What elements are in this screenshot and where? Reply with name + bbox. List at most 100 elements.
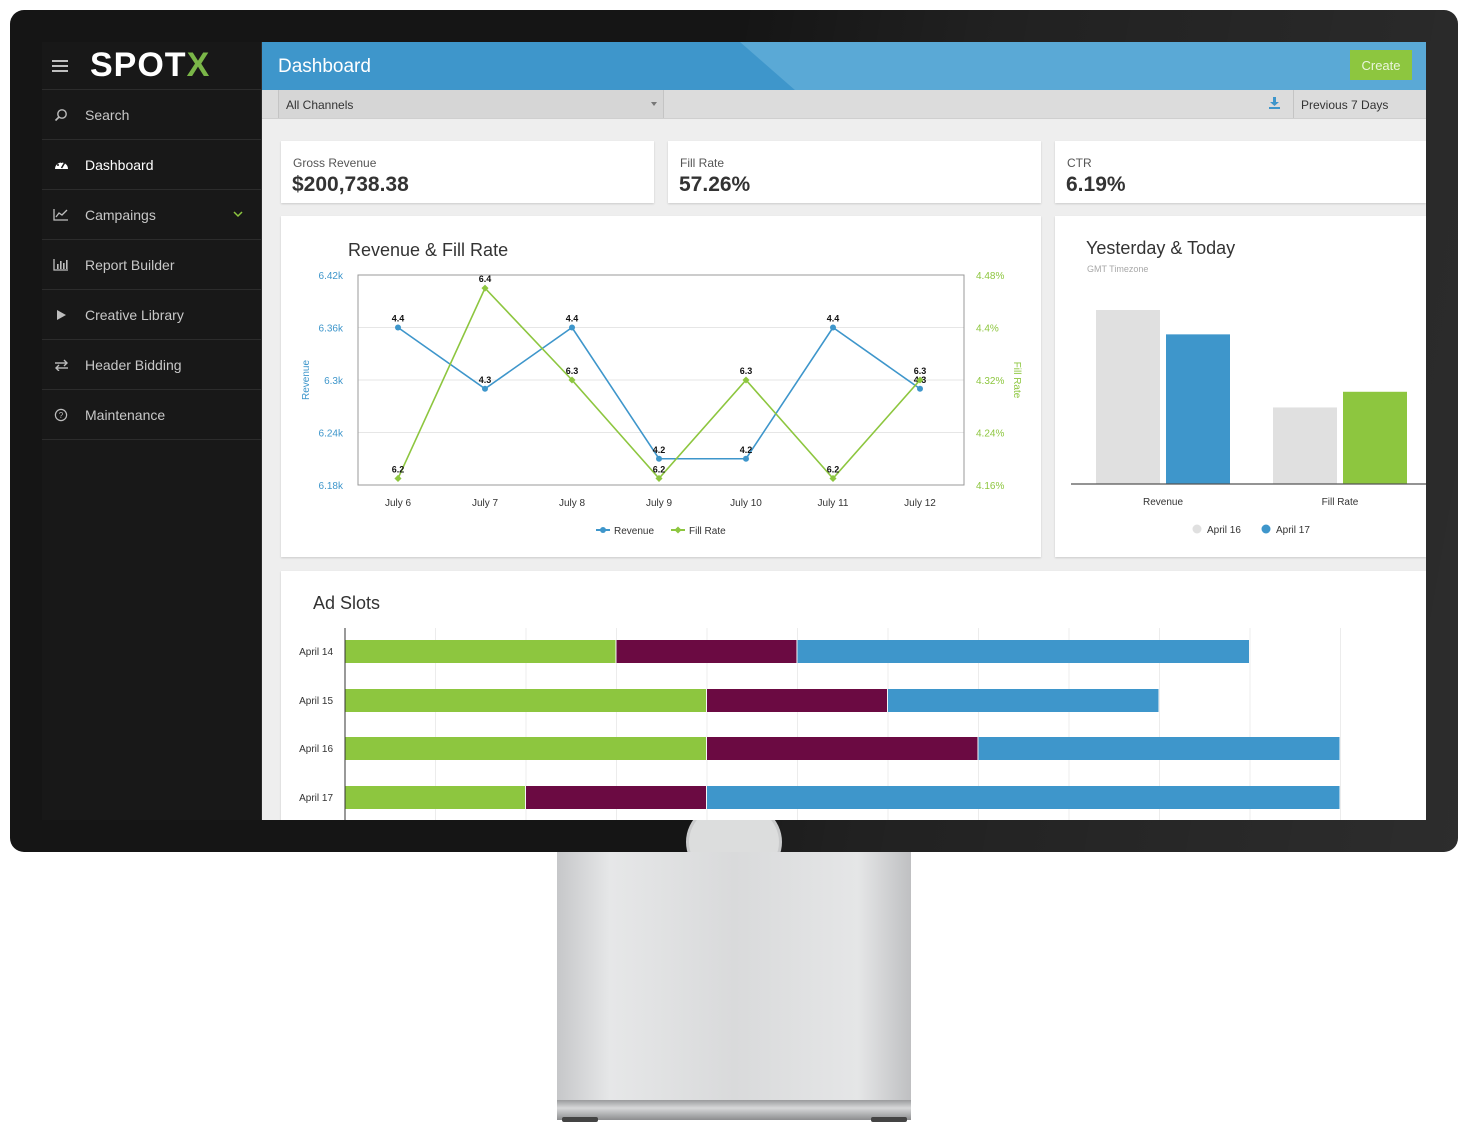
data-point (743, 455, 749, 462)
bar (1096, 310, 1160, 484)
bar-segment (345, 640, 616, 663)
series-line-revenue (397, 326, 921, 460)
data-point (569, 324, 575, 331)
spotx-logo[interactable]: SPOTX (90, 46, 210, 85)
download-icon[interactable] (1268, 96, 1281, 114)
yesterday-today-chart: Revenue Fill Rate April 16 April 17 (1071, 310, 1426, 536)
data-point (394, 474, 402, 482)
data-label: 6.4 (479, 274, 492, 284)
data-point (829, 474, 837, 482)
sidebar-item-label: Maintenance (85, 406, 166, 423)
chart-title: Revenue & Fill Rate (348, 240, 509, 260)
svg-text:?: ? (59, 411, 64, 420)
bar-segment (888, 689, 1159, 712)
chart-subtitle: GMT Timezone (1087, 264, 1149, 274)
data-label: 6.2 (392, 464, 405, 474)
sidebar-item-creative-library[interactable]: Creative Library (42, 290, 261, 340)
search-icon (53, 107, 69, 123)
sidebar-item-label: Dashboard (85, 156, 154, 173)
chevron-down-icon[interactable] (233, 207, 243, 221)
bar-segment (345, 737, 706, 760)
dashboard-gauge-icon (53, 157, 69, 173)
revenue-fill-card: Revenue & Fill Rate 6.42k 6.36k 6.3k 6.24k 6… (281, 216, 1041, 557)
data-point (655, 474, 663, 482)
monitor-stand (557, 852, 911, 1107)
data-label: 6.3 (566, 366, 579, 376)
data-point (568, 376, 576, 384)
ad-slots-chart: April 14 April 15 April 16 April 17 (299, 628, 1341, 820)
bar (1343, 391, 1407, 484)
bar-segment (345, 786, 525, 809)
kpi-label: Fill Rate (680, 156, 725, 170)
create-button[interactable]: Create (1350, 50, 1412, 80)
sidebar-item-campaings[interactable]: Campaings (42, 190, 261, 240)
page-title: Dashboard (278, 56, 371, 77)
plot-frame (357, 274, 965, 486)
kpi-label: CTR (1067, 156, 1092, 170)
sidebar-item-search[interactable]: Search (42, 90, 261, 140)
bar-segment (707, 689, 887, 712)
x-tick-label: July 7 (472, 498, 499, 509)
legend-marker (1192, 524, 1202, 534)
y-left-tick-label: 6.36k (319, 324, 344, 335)
line-chart-icon (53, 207, 69, 223)
data-label: 6.3 (740, 366, 753, 376)
x-tick-label: July 9 (646, 498, 673, 509)
bar (1166, 334, 1230, 484)
exchange-icon (53, 357, 69, 373)
kpi-value: $200,738.38 (292, 173, 409, 196)
y-left-tick-label: 6.18k (319, 481, 344, 492)
chart-title: Ad Slots (313, 593, 381, 613)
y-tick-label: April 14 (299, 647, 333, 658)
kpi-value: 6.19% (1066, 173, 1126, 196)
y-right-tick-label: 4.4% (976, 324, 999, 335)
data-label: 4.4 (392, 314, 405, 324)
bar (1273, 407, 1337, 484)
brand-bar: SPOTX (42, 42, 261, 90)
menu-hamburger-icon[interactable] (52, 59, 68, 72)
caret-down-icon (651, 102, 657, 106)
filter-bar: All Channels Previous 7 Days (262, 90, 1426, 119)
logo-text: SPOT (90, 46, 187, 84)
revenue-fill-chart: 6.42k 6.36k 6.3k 6.24k 6.18k 4.48% 4.4% 4.32% 4.… (301, 271, 1022, 537)
data-point (656, 455, 662, 462)
date-range-value: Previous 7 Days (1301, 98, 1389, 112)
sidebar-item-dashboard[interactable]: Dashboard (42, 140, 261, 190)
bar-segment (978, 737, 1340, 760)
data-label: 4.4 (827, 314, 840, 324)
kpi-card-fill-rate: Fill Rate 57.26% (668, 141, 1041, 203)
legend-label: Fill Rate (689, 526, 726, 537)
monitor-foot-right (871, 1117, 907, 1122)
data-label: 4.3 (479, 375, 492, 385)
bar-segment (526, 786, 706, 809)
kpi-value: 57.26% (679, 173, 751, 196)
header-glare (740, 42, 1426, 90)
y-tick-label: April 17 (299, 793, 333, 804)
bar-chart-icon (53, 257, 69, 273)
y-left-tick-label: 6.3k (324, 376, 344, 387)
x-tick-label: Fill Rate (1322, 497, 1359, 508)
sidebar-item-label: Creative Library (85, 306, 184, 323)
data-point (481, 284, 489, 292)
x-tick-label: July 11 (818, 498, 849, 509)
sidebar-item-report-builder[interactable]: Report Builder (42, 240, 261, 290)
channel-select[interactable]: All Channels (278, 90, 664, 118)
screen: SPOTX Search Dashboard Campaings (42, 42, 1426, 820)
sidebar-item-maintenance[interactable]: ? Maintenance (42, 390, 261, 440)
data-label: 6.3 (914, 366, 927, 376)
bar-segment (707, 786, 1340, 809)
date-range-select[interactable]: Previous 7 Days (1293, 90, 1426, 118)
chart-title: Yesterday & Today (1086, 238, 1236, 258)
y-right-tick-label: 4.24% (976, 429, 1004, 440)
channel-select-value: All Channels (286, 98, 354, 112)
x-tick-label: July 12 (904, 498, 936, 509)
y-right-axis-label: Fill Rate (1011, 362, 1022, 399)
y-left-tick-label: 6.24k (319, 429, 344, 440)
kpi-label: Gross Revenue (293, 156, 377, 170)
y-left-tick-label: 6.42k (319, 271, 344, 282)
legend-marker (1261, 524, 1271, 534)
sidebar-item-header-bidding[interactable]: Header Bidding (42, 340, 261, 390)
bar-segment (797, 640, 1249, 663)
data-label: 4.2 (740, 445, 753, 455)
data-label: 4.2 (653, 445, 666, 455)
